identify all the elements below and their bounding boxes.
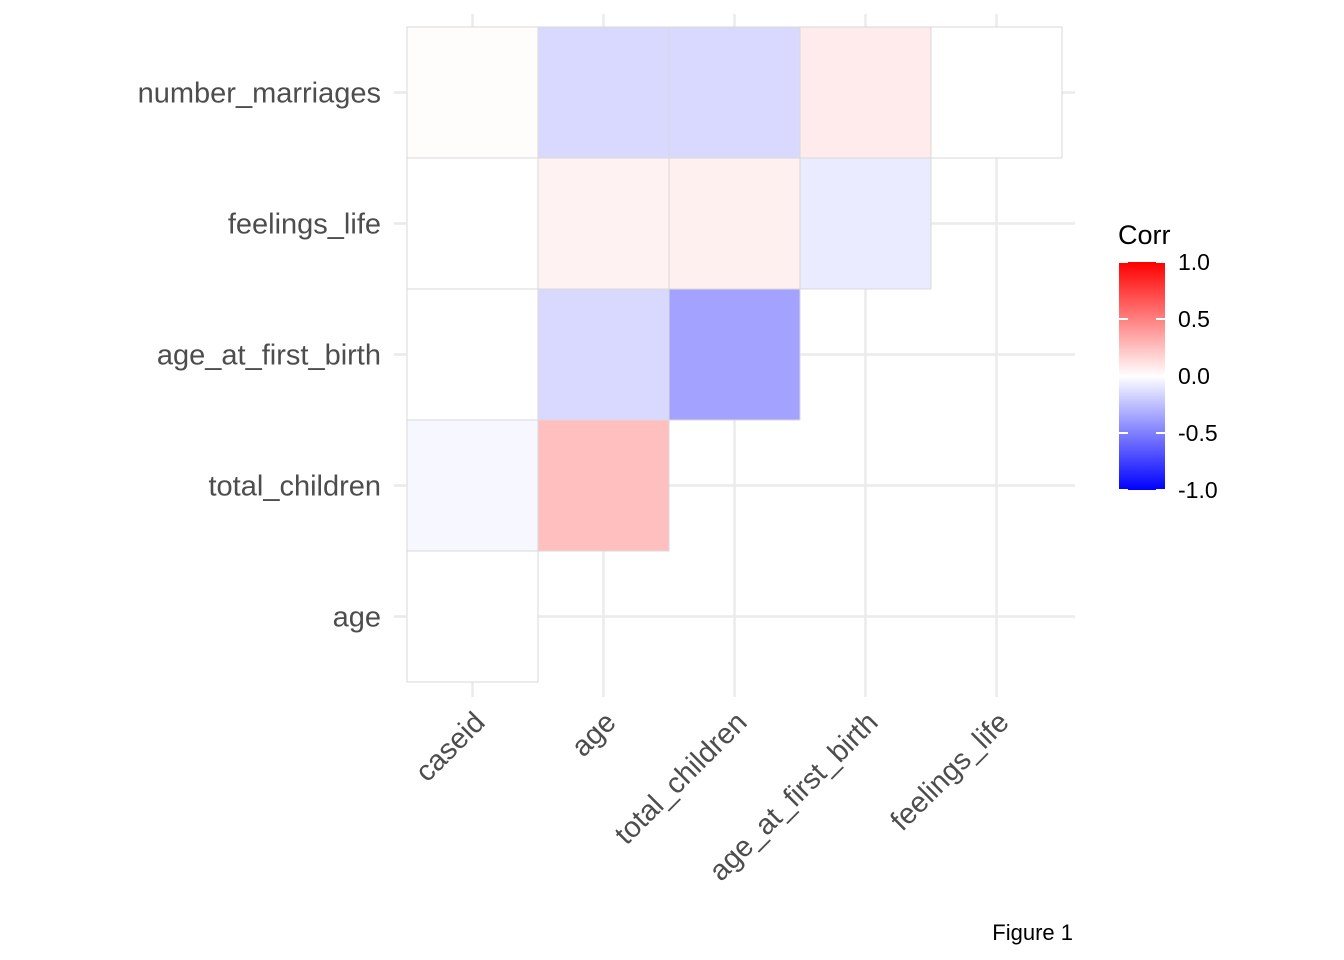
heatmap-cell-total_children-age_at_first_birth — [668, 288, 801, 421]
heatmap-cells — [406, 26, 1063, 683]
heatmap-cell-age-feelings_life — [537, 157, 670, 290]
heatmap-cell-total_children-number_marriages — [668, 26, 801, 159]
heatmap-cell-caseid-feelings_life — [406, 157, 539, 290]
heatmap-cell-age-number_marriages — [537, 26, 670, 159]
legend-tick-label: 0.5 — [1178, 306, 1210, 332]
x-tick-label-caseid: caseid — [410, 706, 492, 788]
legend-tick-label: 1.0 — [1178, 249, 1210, 275]
heatmap-cell-total_children-feelings_life — [668, 157, 801, 290]
x-tick-label-total_children: total_children — [609, 706, 754, 851]
y-tick-label-feelings_life: feelings_life — [228, 209, 381, 241]
legend-tick-label: -0.5 — [1178, 420, 1218, 446]
x-axis: caseid agetotal_childrenage_at_first_birt… — [410, 706, 1016, 887]
x-tick-label-feelings_life: feelings_life — [885, 706, 1016, 837]
heatmap-cell-caseid-age — [406, 550, 539, 683]
legend-tick-label: 0.0 — [1178, 363, 1210, 389]
heatmap-cell-age_at_first_birth-feelings_life — [799, 157, 932, 290]
legend-tick-label: -1.0 — [1178, 477, 1218, 503]
legend: Corr 1.0 0.5 0.0 -0.5 -1.0 — [1118, 220, 1218, 503]
heatmap-cell-age-total_children — [537, 419, 670, 552]
y-tick-label-age: age — [333, 602, 381, 634]
x-tick-label-age: age — [566, 706, 623, 763]
figure-caption: Figure 1 — [992, 920, 1073, 945]
heatmap-cell-caseid-age_at_first_birth — [406, 288, 539, 421]
heatmap-cell-caseid-total_children — [406, 419, 539, 552]
heatmap-cell-feelings_life-number_marriages — [930, 26, 1063, 159]
y-axis: age total_children age_at_first_birth feeli… — [138, 78, 407, 634]
y-tick-label-total_children: total_children — [209, 471, 382, 503]
y-tick-label-number_marriages: number_marriages — [138, 78, 381, 110]
y-tick-label-age_at_first_birth: age_at_first_birth — [157, 340, 381, 372]
heatmap-cell-age-age_at_first_birth — [537, 288, 670, 421]
heatmap-cell-age_at_first_birth-number_marriages — [799, 26, 932, 159]
legend-title: Corr — [1118, 220, 1171, 250]
heatmap-cell-caseid-number_marriages — [406, 26, 539, 159]
